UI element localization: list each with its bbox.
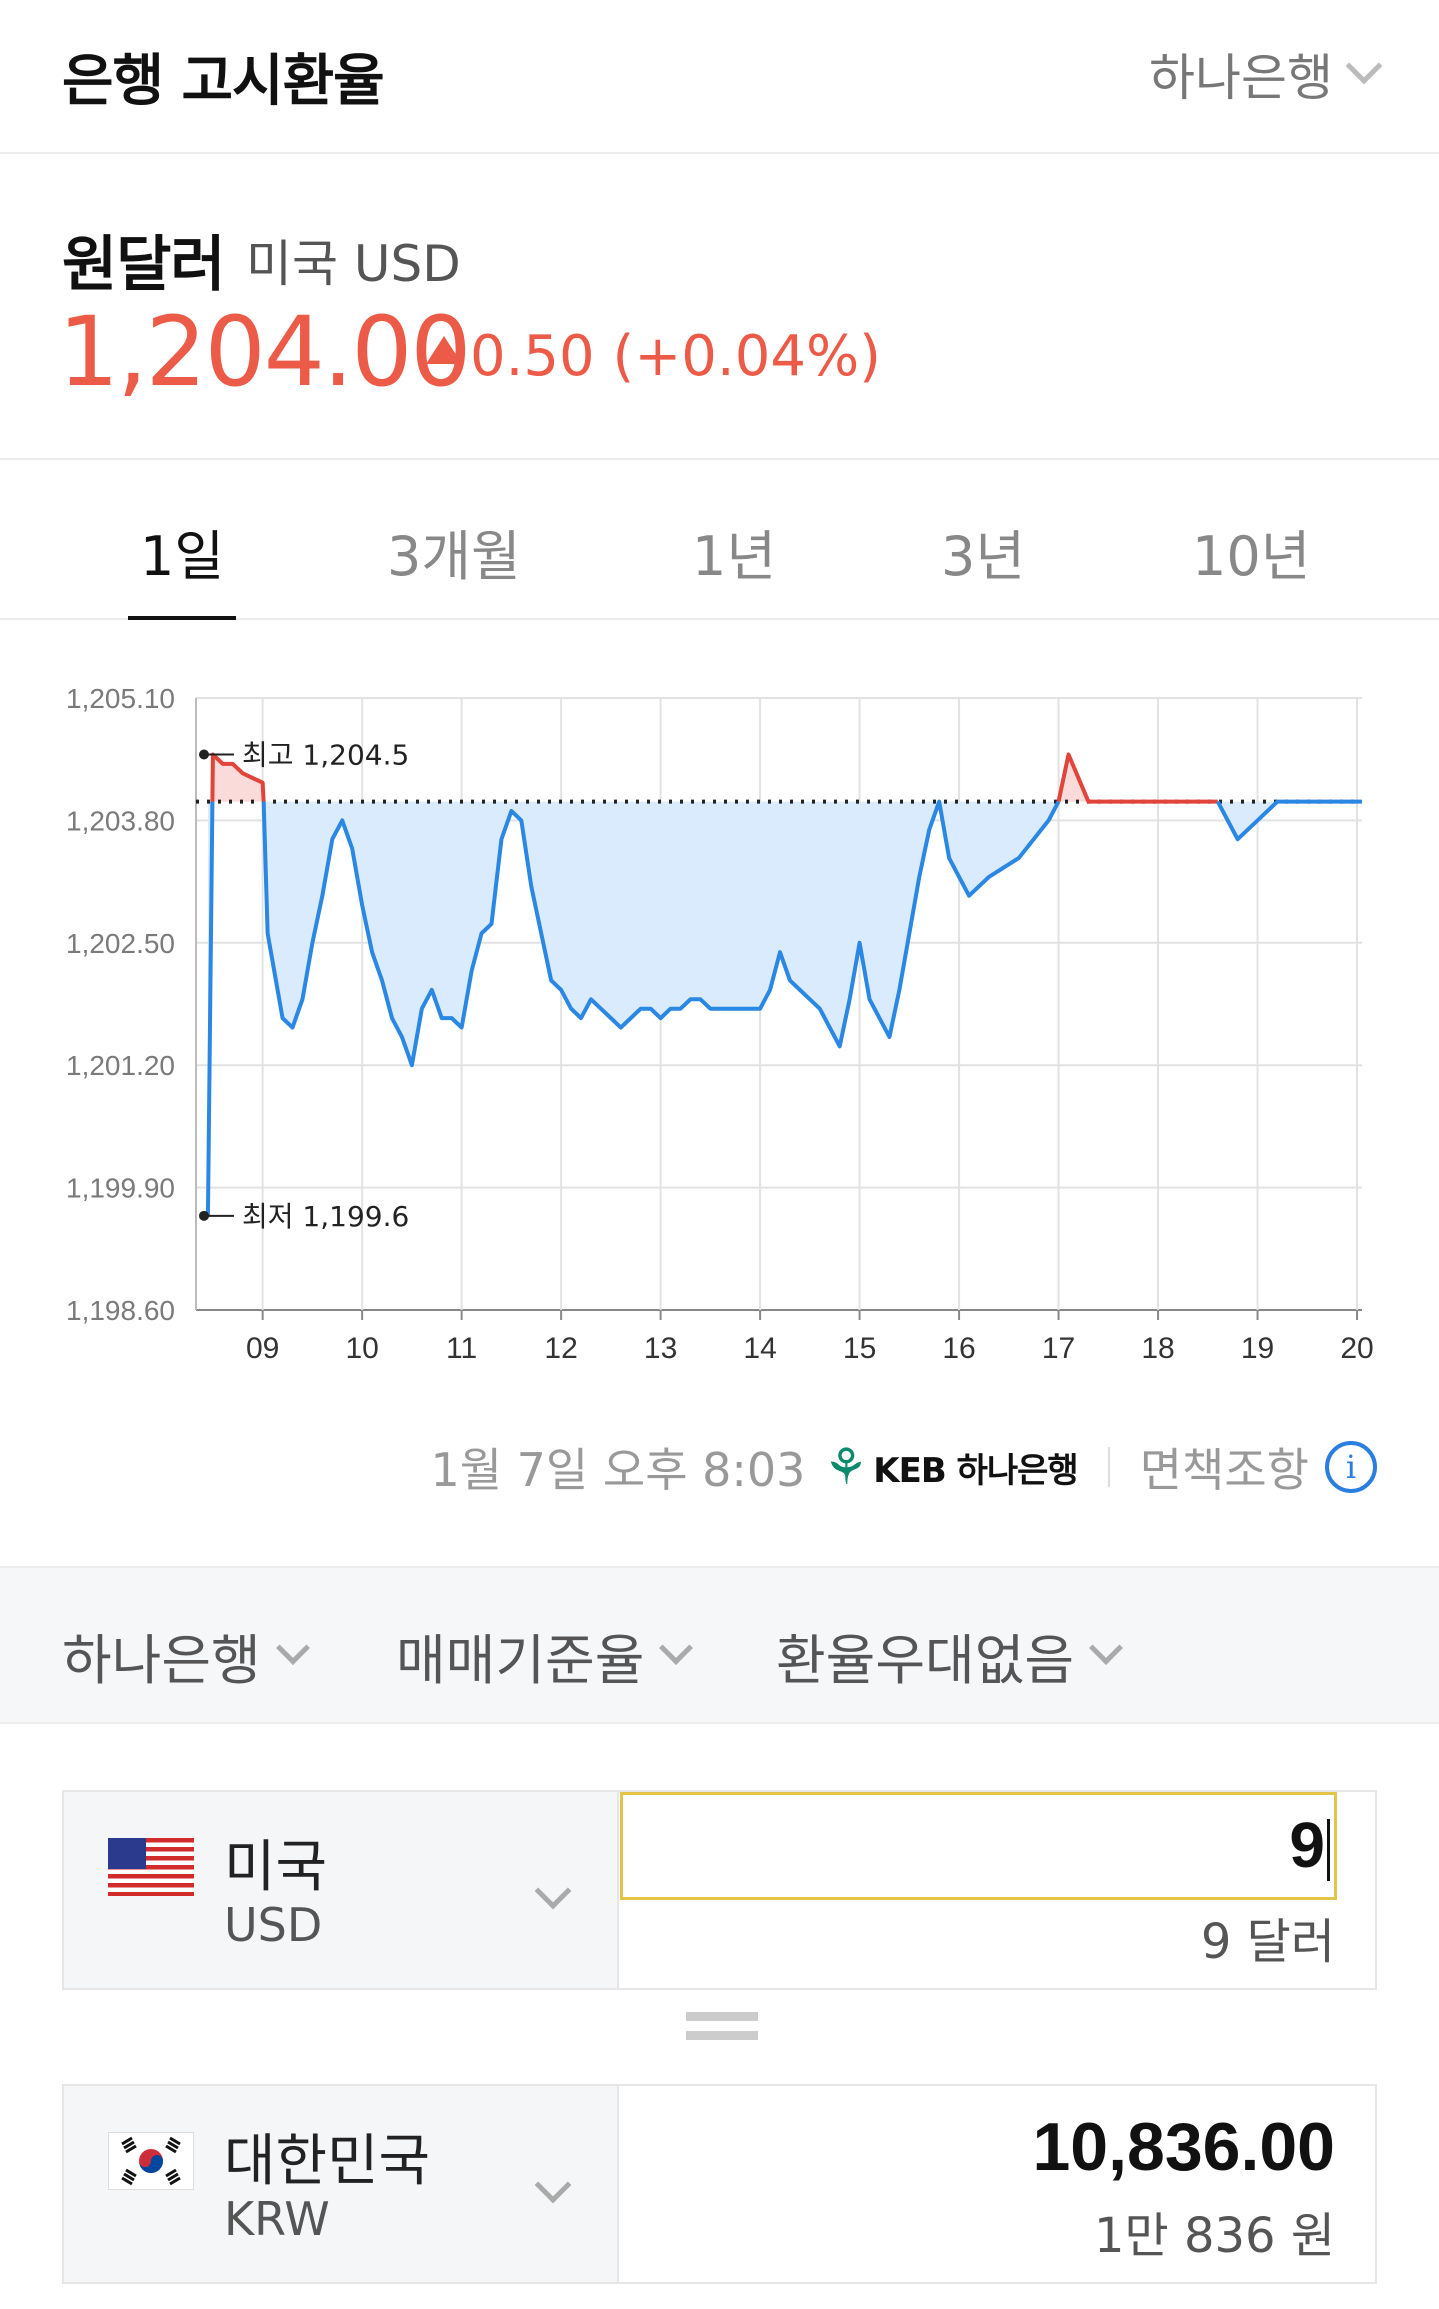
below-area [263,801,1059,1066]
divider [1107,1447,1110,1487]
from-currency-selector[interactable]: 미국 USD [64,1792,619,1988]
equals-icon [686,2012,758,2050]
page-header: 은행 고시환율 하나은행 [0,0,1439,154]
us-flag-icon [108,1838,194,1896]
rate-summary: 원달러 미국 USD 1,204.00 0.50 (+0.04%) [0,156,1439,460]
chart-svg: 1,205.10 1,203.80 1,202.50 1,201.20 1,199.90… [66,683,1374,1365]
logo-text: KEB 하나은행 [873,1450,1078,1491]
exchange-rate-chart[interactable]: 1,205.10 1,203.80 1,202.50 1,201.20 1,199.90… [0,622,1439,1422]
y-tick-label: 1,205.10 [66,683,175,714]
x-tick-label: 13 [644,1332,677,1365]
tab-10y[interactable]: 10년 [1192,525,1311,588]
kr-flag-icon [108,2132,194,2190]
below-area [1217,801,1362,840]
rate-change-value: 0.50 (+0.04%) [470,324,882,389]
x-tick-label: 16 [942,1332,975,1365]
discount-dropdown[interactable]: 환율우대없음 [776,1616,1124,1695]
to-country-name: 대한민국 [224,2129,431,2194]
above-area [212,754,264,802]
tab-3m[interactable]: 3개월 [387,525,521,588]
chevron-down-icon [1089,1630,1124,1665]
options-bar: 하나은행 매매기준율 환율우대없음 [0,1566,1439,1724]
to-currency-selector[interactable]: 대한민국 KRW [64,2086,619,2282]
bank-dropdown-label: 하나은행 [1149,49,1333,107]
x-tick-label: 10 [345,1332,378,1365]
from-country-name: 미국 [224,1835,328,1900]
x-tick-label: 19 [1241,1332,1274,1365]
to-currency-code: KRW [224,2192,330,2246]
low-label: 최저 1,199.6 [242,1200,409,1233]
discount-label: 환율우대없음 [776,1629,1075,1692]
to-currency-row: 대한민국 KRW 10,836.00 1만 836 원 [62,2084,1377,2284]
x-tick-label: 18 [1141,1332,1174,1365]
tab-1y[interactable]: 1년 [692,525,777,588]
x-tick-label: 09 [246,1332,279,1365]
y-tick-label: 1,203.80 [66,805,175,836]
chevron-down-icon [659,1630,694,1665]
x-tick-label: 20 [1340,1332,1373,1365]
source-row: 1월 7일 오후 8:03 ⚘ KEB 하나은행 면책조항 i [430,1432,1377,1502]
rate-change: 0.50 (+0.04%) [426,324,881,389]
to-amount-reading: 1만 836 원 [1094,2208,1335,2264]
high-label: 최고 1,204.5 [242,738,409,771]
amount-input[interactable]: 9 [620,1792,1337,1900]
y-tick-label: 1,198.60 [66,1295,175,1326]
from-amount-reading: 9 달러 [1200,1914,1335,1970]
x-tick-label: 12 [544,1332,577,1365]
above-area [1058,754,1218,802]
from-currency-code: USD [224,1898,323,1952]
series-line-below [261,799,1061,1068]
page-title: 은행 고시환율 [62,49,385,114]
disclaimer-link[interactable]: 면책조항 [1139,1443,1309,1497]
x-tick-label: 11 [446,1332,477,1365]
chevron-down-icon [534,1872,572,1910]
converted-amount: 10,836.00 [1032,2109,1335,2185]
hana-logo-icon: ⚘ [823,1438,868,1496]
x-tick-label: 14 [743,1332,776,1365]
tab-3y[interactable]: 3년 [941,525,1026,588]
x-tick-label: 15 [843,1332,876,1365]
series-line-below [1215,799,1362,842]
y-tick-label: 1,202.50 [66,928,175,959]
keb-hana-logo: ⚘ KEB 하나은행 [823,1438,1078,1496]
series-line-below [205,801,215,1216]
currency-pair-subtitle: 미국 USD [246,235,461,293]
rate-type-label: 매매기준율 [396,1629,645,1692]
series-line-above [1056,752,1218,804]
from-currency-row: 미국 USD 9 9 달러 [62,1790,1377,1990]
chevron-down-icon [275,1630,310,1665]
bank-option-label: 하나은행 [62,1629,261,1692]
up-triangle-icon [426,335,462,364]
y-tick-label: 1,201.20 [66,1050,175,1081]
info-icon[interactable]: i [1325,1441,1377,1493]
bank-dropdown[interactable]: 하나은행 [1149,38,1383,110]
period-tabs: 1일 3개월 1년 3년 10년 [0,460,1439,620]
bank-option-dropdown[interactable]: 하나은행 [62,1616,310,1695]
rate-type-dropdown[interactable]: 매매기준율 [396,1616,694,1695]
chevron-down-icon [534,2166,572,2204]
currency-pair-title: 원달러 [62,230,226,300]
chevron-down-icon [1345,47,1383,85]
update-timestamp: 1월 7일 오후 8:03 [430,1443,806,1497]
y-tick-label: 1,199.90 [66,1173,175,1204]
tab-1d[interactable]: 1일 [127,512,237,620]
current-rate: 1,204.00 [58,296,471,408]
x-tick-label: 17 [1042,1332,1075,1365]
